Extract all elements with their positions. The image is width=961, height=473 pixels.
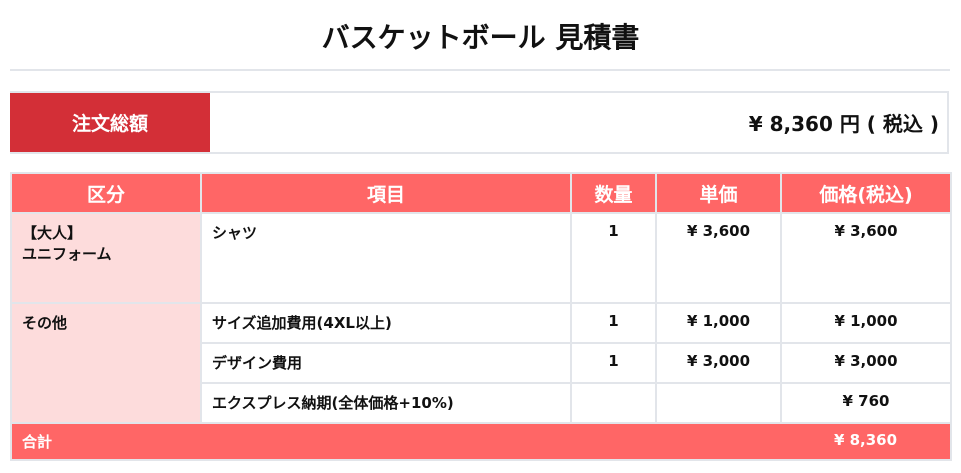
quantity-cell: 1	[570, 342, 657, 384]
estimate-table: 区分 項目 数量 単価 価格(税込) 【大人】ユニフォーム シャツ 1 ¥ 3,…	[10, 172, 952, 461]
unit-price-cell	[655, 382, 782, 424]
order-total-summary: 注文総額 ¥ 8,360 円 ( 税込 )	[10, 91, 949, 154]
total-value: ¥ 8,360	[781, 422, 952, 461]
unit-price-cell: ¥ 3,600	[655, 212, 782, 304]
page-title: バスケットボール 見積書	[321, 21, 640, 54]
category-label: ユニフォーム	[22, 245, 112, 263]
header-quantity: 数量	[570, 172, 657, 214]
table-row: エクスプレス納期(全体価格+10%) ¥ 760	[11, 382, 952, 424]
header-price: 価格(税込)	[780, 172, 952, 214]
price-cell: ¥ 760	[780, 382, 952, 424]
category-label: 【大人】	[22, 224, 83, 242]
table-row: 【大人】ユニフォーム シャツ 1 ¥ 3,600 ¥ 3,600	[10, 212, 952, 304]
total-label: 合計	[10, 422, 781, 461]
price-cell: ¥ 3,600	[780, 212, 952, 304]
unit-price-cell: ¥ 3,000	[655, 342, 782, 384]
header-unit-price: 単価	[655, 172, 782, 214]
category-cell: 【大人】ユニフォーム	[10, 212, 202, 304]
header-category: 区分	[10, 172, 202, 214]
item-cell: シャツ	[200, 212, 572, 304]
order-total-label: 注文総額	[10, 93, 210, 152]
quantity-cell: 1	[570, 302, 657, 344]
total-row: 合計 ¥ 8,360	[10, 422, 952, 461]
quantity-cell: 1	[570, 212, 657, 304]
order-total-value: ¥ 8,360 円 ( 税込 )	[748, 112, 939, 136]
table-row: その他 サイズ追加費用(4XL以上) 1 ¥ 1,000 ¥ 1,000	[10, 302, 952, 424]
price-cell: ¥ 1,000	[780, 302, 952, 344]
table-header-row: 区分 項目 数量 単価 価格(税込)	[10, 172, 952, 214]
category-cell: その他	[10, 302, 202, 424]
price-cell: ¥ 3,000	[780, 342, 952, 384]
divider	[10, 69, 950, 71]
item-cell: デザイン費用	[200, 342, 572, 384]
quantity-cell	[570, 382, 657, 424]
item-cell: サイズ追加費用(4XL以上)	[200, 302, 572, 344]
table-row: デザイン費用 1 ¥ 3,000 ¥ 3,000	[11, 342, 952, 384]
unit-price-cell: ¥ 1,000	[655, 302, 782, 344]
item-cell: エクスプレス納期(全体価格+10%)	[200, 382, 572, 424]
header-item: 項目	[200, 172, 572, 214]
